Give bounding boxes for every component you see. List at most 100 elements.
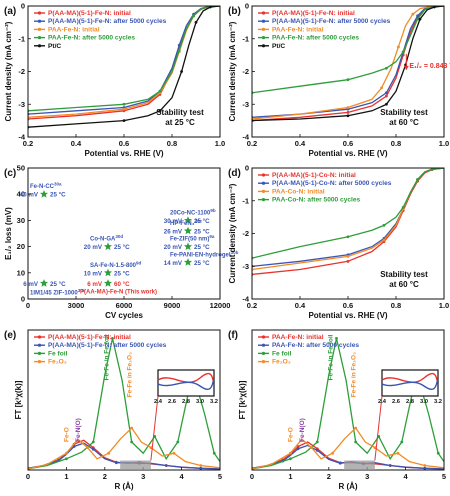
- x-tick-label: 6000: [116, 301, 133, 310]
- x-tick-label: 0: [250, 472, 254, 481]
- series-point: [72, 445, 76, 448]
- series-line-0: [252, 168, 444, 276]
- legend-marker: [261, 11, 266, 15]
- point-value: 20 mV: [164, 244, 183, 251]
- y-tick-label: 0: [21, 2, 25, 11]
- point-value: 40 mV: [20, 192, 39, 199]
- point-ref: 30d: [115, 234, 123, 239]
- point-temp: 25 °C: [114, 244, 130, 251]
- legend-marker: [261, 19, 266, 23]
- series-point: [346, 78, 350, 82]
- x-tick-label: 0.2: [247, 301, 257, 310]
- legend-marker: [37, 343, 42, 347]
- series-point: [315, 449, 319, 452]
- point-ref: 30e: [78, 288, 86, 293]
- series-point: [172, 451, 176, 455]
- inset-curve-initial: [381, 372, 439, 383]
- peak-label: Fe-N(O): [299, 418, 306, 442]
- legend-entry: PAA-Fe-N: after 5000 cycles: [272, 35, 359, 42]
- inset-tick-label: 2.6: [168, 399, 177, 405]
- panel-letter: (f): [228, 330, 238, 341]
- x-axis-label: CV cycles: [105, 311, 143, 320]
- inset-region: [344, 460, 375, 470]
- series-point: [338, 461, 342, 465]
- point-ref: 30b: [231, 250, 239, 255]
- point-temp: 25 °C: [194, 244, 210, 251]
- panel-letter: (e): [4, 330, 16, 341]
- series-point: [423, 466, 427, 470]
- scatter-star: [104, 268, 112, 277]
- inset-tick-label: 2.4: [378, 399, 387, 405]
- x-axis-label: R (Å): [338, 482, 357, 491]
- series-point: [331, 451, 335, 455]
- series-point: [180, 70, 184, 73]
- series-point: [164, 464, 168, 467]
- x-tick-label: 1.0: [439, 139, 449, 148]
- panel-c: 0 3000 6000 9000 12000 0 10 20 30 40 50 CV cycles E₁…: [4, 164, 239, 321]
- series-point: [176, 440, 180, 444]
- series-group: [252, 168, 444, 276]
- stability-annotation: at 60 °C: [389, 118, 419, 127]
- point-label: Fe-PANI-EN-hydrogel30b: [170, 250, 239, 259]
- x-tick-label: 0: [26, 301, 30, 310]
- point-value: 10 mV: [84, 270, 103, 277]
- x-axis-label: Potential vs. RHE (V): [308, 149, 387, 158]
- legend-entry: Fe₂O₃: [272, 359, 291, 366]
- legend-entry: PAA-Fe-N: initial: [48, 26, 100, 33]
- inset-tick-label: 3.2: [434, 399, 442, 405]
- series-point: [107, 451, 111, 455]
- x-tick-label: 5: [442, 472, 446, 481]
- legend-marker: [261, 181, 266, 185]
- panel-f: 0 1 2 3 4 5 R (Å) FT [k³χ(k)] (f) PAA-Fe-N: initi…: [228, 329, 446, 491]
- inset-arrow: [150, 395, 159, 461]
- series-point: [411, 12, 415, 16]
- x-tick-label: 12000: [210, 301, 231, 310]
- legend-entry: PAA-Fe-N: after 5000 cycles: [48, 35, 135, 42]
- point-value: 6 mV: [87, 281, 103, 288]
- panel-letter: (b): [228, 6, 241, 17]
- inset-arrow: [374, 395, 383, 461]
- series-point: [385, 66, 388, 70]
- series-point: [346, 259, 350, 263]
- x-tick-label: 3: [141, 472, 145, 481]
- legend-marker: [37, 27, 42, 31]
- legend-entry: Fe foil: [272, 350, 292, 357]
- peak-label: Fe-N(O): [75, 418, 82, 442]
- x-tick-label: 0.8: [391, 139, 401, 148]
- y-tick-label: -1: [18, 34, 25, 43]
- x-tick-label: 0: [26, 472, 30, 481]
- series-point: [315, 440, 319, 444]
- legend-marker: [37, 19, 42, 23]
- series-point: [130, 426, 134, 430]
- scatter-star: [184, 242, 192, 250]
- series-line-3: [252, 426, 444, 470]
- peak-label: Fe-O: [63, 427, 70, 442]
- series-line-1: [252, 444, 444, 470]
- scatter-star: [40, 190, 48, 198]
- point-value: 26 mV: [164, 228, 183, 235]
- panel-d: 0.2 0.4 0.6 0.8 1.0 -4 -3 -2 -1 0 Potential vs. RH…: [228, 164, 449, 321]
- series-point: [177, 48, 181, 52]
- series-point: [199, 464, 203, 467]
- legend-entry: PAA-Co-N: after 5000 cycles: [272, 197, 361, 204]
- series-point: [416, 178, 419, 181]
- x-tick-label: 0.2: [23, 139, 33, 148]
- series-point: [111, 337, 114, 340]
- e-half-arrowhead: [403, 65, 409, 70]
- scatter-star: [184, 258, 192, 266]
- point-label: HP-FeN₄30c: [170, 218, 203, 227]
- legend-entry: P(AA-MA)(5-1)-Fe-N: after 5000 cycles: [48, 18, 167, 25]
- inset-curve-cycled: [381, 379, 439, 390]
- legend-marker: [261, 36, 266, 40]
- scatter-star: [104, 279, 112, 287]
- y-tick-label: 50: [17, 164, 25, 173]
- panel-letter: (a): [4, 6, 16, 17]
- series-line-1: [252, 6, 444, 118]
- point-label: Co-N-GA30d: [90, 234, 123, 243]
- series-point: [346, 255, 350, 258]
- point-value: 30 mV: [164, 218, 183, 225]
- stability-annotation: at 60 °C: [389, 280, 419, 289]
- y-tick-label: -1: [242, 196, 249, 205]
- legend-entry: P(AA-MA)(5-1)-Fe-N: after 5000 cycles: [272, 18, 391, 25]
